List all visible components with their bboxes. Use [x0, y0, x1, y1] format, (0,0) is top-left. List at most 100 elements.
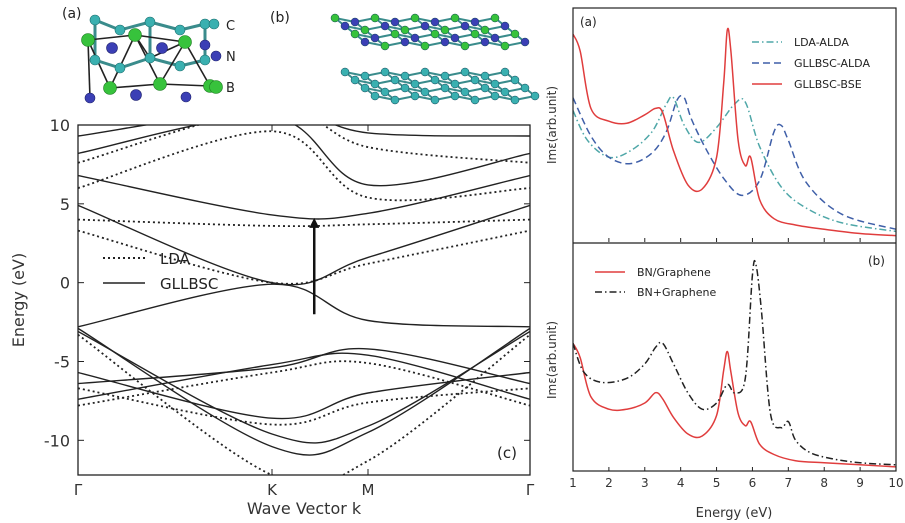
gr-layer-atom [510, 75, 520, 85]
legend-lda-label: LDA [160, 250, 191, 268]
structure-b-label: (b) [270, 10, 290, 26]
gr-layer-atom [480, 83, 490, 93]
band-line-lda [78, 229, 530, 285]
band-line-gllbsc [78, 330, 530, 444]
bn-layer-atom [430, 29, 440, 39]
gr-layer-atom [500, 87, 510, 97]
gr-layer-atom [430, 75, 440, 85]
gr-layer-atom [490, 91, 500, 101]
bn-layer-atom [420, 21, 430, 31]
band-xtick-label: M [362, 481, 375, 499]
gr-layer-atom [490, 79, 500, 89]
band-line-gllbsc [78, 283, 530, 328]
bn-layer-atom [340, 21, 350, 31]
bn-layer-atom [410, 33, 420, 43]
band-line-lda [78, 360, 530, 407]
absa-legend-label: LDA-ALDA [794, 36, 849, 49]
absb-xtick-label: 4 [677, 476, 685, 490]
bn-layer-atom [470, 17, 480, 27]
bn-layer-atom [390, 29, 400, 39]
gr-layer-atom [500, 67, 510, 77]
bn-layer-atom [430, 17, 440, 27]
gr-layer-atom [340, 67, 350, 77]
bn-layer-atom [460, 41, 470, 51]
bn-layer-atom [380, 21, 390, 31]
bn-layer-atom [500, 41, 510, 51]
absb-xtick-label: 1 [569, 476, 577, 490]
gr-layer-atom [460, 67, 470, 77]
structure-a-label: (a) [62, 6, 82, 22]
bn-layer-atom [370, 13, 380, 23]
absb-xtick-label: 5 [713, 476, 721, 490]
bn-layer-atom [360, 25, 370, 35]
gr-layer-atom [510, 95, 520, 105]
gr-layer-atom [480, 71, 490, 81]
bn-layer-atom [480, 25, 490, 35]
bn-layer-atom [330, 13, 340, 23]
band-ytick-label: -10 [44, 431, 70, 450]
bn-layer-atom [400, 37, 410, 47]
absb-xtick-label: 3 [641, 476, 649, 490]
gr-layer-atom [430, 95, 440, 105]
absa-legend-label: GLLBSC-ALDA [794, 57, 870, 70]
absb-xtick-label: 6 [749, 476, 757, 490]
atom-label-b: B [226, 81, 235, 96]
bn-layer-atom [350, 29, 360, 39]
gr-layer-atom [440, 71, 450, 81]
gr-layer-atom [400, 71, 410, 81]
gr-layer-atom [390, 75, 400, 85]
band-line-gllbsc [78, 125, 530, 137]
bn-layer-atom [350, 17, 360, 27]
absb-xtick-label: 7 [785, 476, 793, 490]
absb-line-bn-graphene [573, 259, 896, 466]
gr-layer-atom [360, 71, 370, 81]
absorption-chart-a: Imε(arb.unit) (a) LDA-ALDA GLLBSC-ALDA GLL… [545, 15, 897, 242]
structure-a: (a) [62, 6, 236, 104]
absa-legend-label: GLLBSC-BSE [794, 78, 862, 91]
band-line-lda [78, 218, 530, 228]
band-ytick-label: -5 [54, 352, 70, 371]
absa-line-gllbsc-bse [573, 27, 896, 237]
band-ylabel: Energy (eV) [9, 253, 28, 347]
gr-layer-atom [360, 83, 370, 93]
gr-layer-atom [470, 75, 480, 85]
abs-b-xlabel: Energy (eV) [696, 506, 773, 521]
absb-xtick-label: 10 [888, 476, 903, 490]
bn-layer-atom [460, 21, 470, 31]
absorption-chart-b: Imε(arb.unit) Energy (eV) 1 2 3 4 5 6 7 8 9 10 (b… [545, 254, 904, 521]
band-xlabel: Wave Vector k [247, 499, 362, 518]
abs-frame [572, 7, 897, 472]
bn-layer-atom [440, 37, 450, 47]
gr-layer-atom [420, 87, 430, 97]
gr-layer-atom [390, 95, 400, 105]
structure-b: (b) [270, 10, 540, 105]
bn-layer-atom [520, 37, 530, 47]
bn-layer-atom [480, 37, 490, 47]
gr-layer-atom [440, 83, 450, 93]
gr-layer-atom [530, 91, 540, 101]
absb-xtick-label: 2 [605, 476, 613, 490]
band-line-lda [78, 125, 530, 164]
gr-layer-atom [380, 87, 390, 97]
band-xtick-label: Γ [526, 481, 535, 499]
band-ytick-label: 10 [50, 116, 70, 135]
band-xtick-label: Γ [74, 481, 83, 499]
absb-xtick-label: 9 [856, 476, 864, 490]
bn-layer-atom [360, 37, 370, 47]
bn-layer-atom [380, 41, 390, 51]
band-panel-label: (c) [497, 444, 517, 462]
band-xtick-label: K [267, 481, 278, 499]
absb-legend-label: BN+Graphene [637, 286, 716, 299]
absb-legend-label: BN/Graphene [637, 266, 711, 279]
band-legend: LDA GLLBSC [103, 250, 218, 293]
gr-layer-atom [450, 91, 460, 101]
abs-a-ylabel: Imε(arb.unit) [545, 86, 559, 164]
bn-layer-atom [370, 33, 380, 43]
gr-layer-atom [370, 91, 380, 101]
legend-gllbsc-label: GLLBSC [160, 275, 218, 293]
band-line-gllbsc [78, 204, 530, 286]
atom-label-n: N [226, 50, 236, 65]
gr-layer-atom [410, 79, 420, 89]
band-line-lda [78, 333, 530, 475]
